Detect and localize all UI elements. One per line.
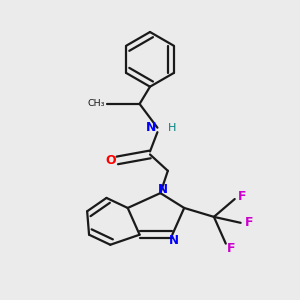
Text: F: F xyxy=(227,242,236,256)
Text: O: O xyxy=(106,154,116,167)
Text: H: H xyxy=(168,123,176,133)
Text: F: F xyxy=(238,190,246,202)
Text: N: N xyxy=(158,183,168,196)
Text: N: N xyxy=(169,234,179,247)
Text: F: F xyxy=(245,216,254,229)
Text: CH₃: CH₃ xyxy=(87,99,104,108)
Text: N: N xyxy=(146,121,156,134)
